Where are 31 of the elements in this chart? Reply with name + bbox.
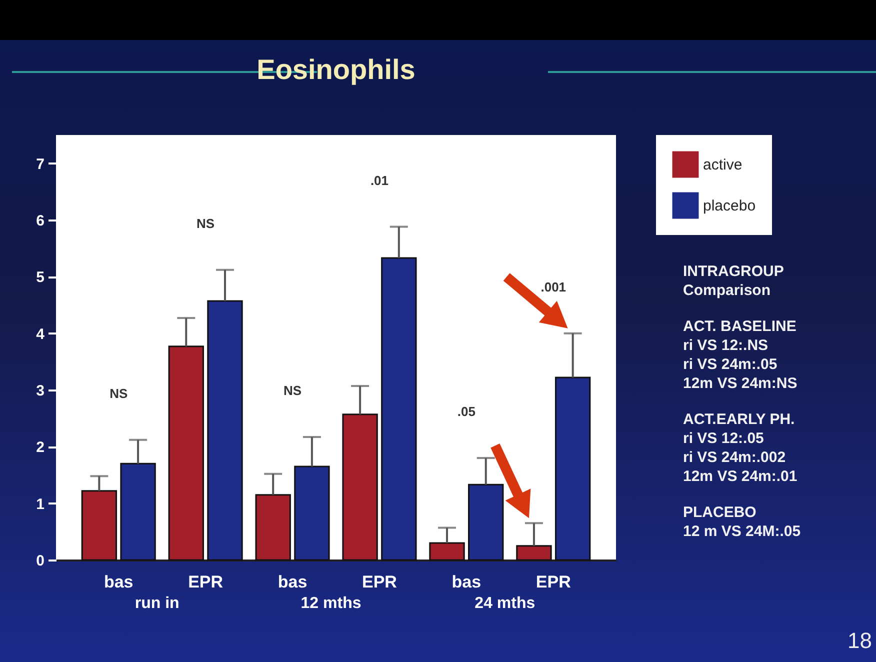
y-tick-label: 1 — [36, 496, 44, 513]
annotation: .05 — [457, 404, 476, 419]
text: 12 mths — [300, 595, 362, 613]
text: run in — [134, 595, 180, 613]
legend-label: active — [703, 156, 742, 174]
y-tick-label: 2 — [36, 439, 44, 456]
y-tick-label: 7 — [36, 156, 44, 173]
annotation: NS — [283, 383, 302, 398]
annotation: NS — [110, 386, 128, 401]
y-tick-label: 6 — [36, 212, 44, 230]
x-tick-label: EPR — [362, 572, 397, 592]
annotation: .001 — [540, 279, 566, 294]
y-tick-label: 4 — [36, 326, 46, 343]
x-tick-label: EPR — [536, 572, 571, 592]
x-tick-label: bas — [104, 572, 134, 592]
annotation: .01 — [370, 172, 389, 188]
text: ACT.EARLY PH. ri VS 12:.05 ri VS 24m:.002 12m VS 24m:.01 — [683, 410, 798, 486]
y-tick-label: 0 — [36, 552, 44, 570]
chart-title: Eosinophils — [256, 54, 416, 85]
x-tick-label: bas — [278, 572, 308, 592]
text: ACT. BASELINE ri VS 12:.NS ri VS 24m:.05 12m VS 24m:NS — [683, 317, 798, 393]
y-tick-label: 5 — [36, 269, 44, 286]
annotation: NS — [196, 216, 215, 231]
text: PLACEBO 12 m VS 24M:.05 — [683, 503, 801, 541]
text: INTRAGROUP Comparison — [683, 262, 785, 300]
y-tick-label: 3 — [36, 382, 44, 400]
text: 24 mths — [474, 595, 536, 613]
x-tick-label: bas — [452, 572, 482, 592]
text: 18 — [848, 628, 872, 654]
legend-label: placebo — [703, 198, 756, 214]
x-tick-label: EPR — [188, 572, 224, 592]
